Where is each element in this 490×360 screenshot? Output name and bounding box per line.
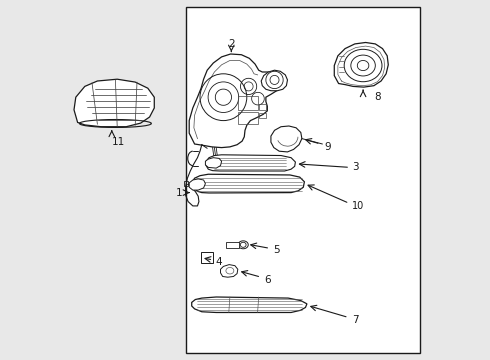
Text: 10: 10 [352,201,365,211]
Bar [186,7,419,353]
Polygon shape [192,174,304,193]
Bar [259,104,266,110]
Bar [259,113,266,118]
Bar [221,156,228,160]
Polygon shape [334,42,388,87]
Polygon shape [189,179,205,190]
Polygon shape [189,54,279,148]
Text: 5: 5 [273,245,280,255]
Text: 6: 6 [264,275,270,285]
Text: 7: 7 [353,315,359,325]
Polygon shape [205,158,221,168]
Bar [226,242,239,248]
Polygon shape [74,79,154,127]
Text: 1: 1 [176,188,183,198]
Bar [238,96,258,110]
Polygon shape [220,265,238,277]
Polygon shape [192,297,307,312]
Text: 11: 11 [112,137,125,147]
Bar [238,112,258,124]
Text: 9: 9 [324,142,331,152]
Bar [221,161,228,166]
Text: 2: 2 [228,39,235,49]
Bar [184,181,188,186]
Text: 3: 3 [353,162,359,172]
Text: 8: 8 [374,92,381,102]
FancyBboxPatch shape [201,252,213,263]
Polygon shape [261,70,288,91]
Text: 4: 4 [216,257,222,267]
Polygon shape [206,155,295,171]
Polygon shape [271,126,302,152]
